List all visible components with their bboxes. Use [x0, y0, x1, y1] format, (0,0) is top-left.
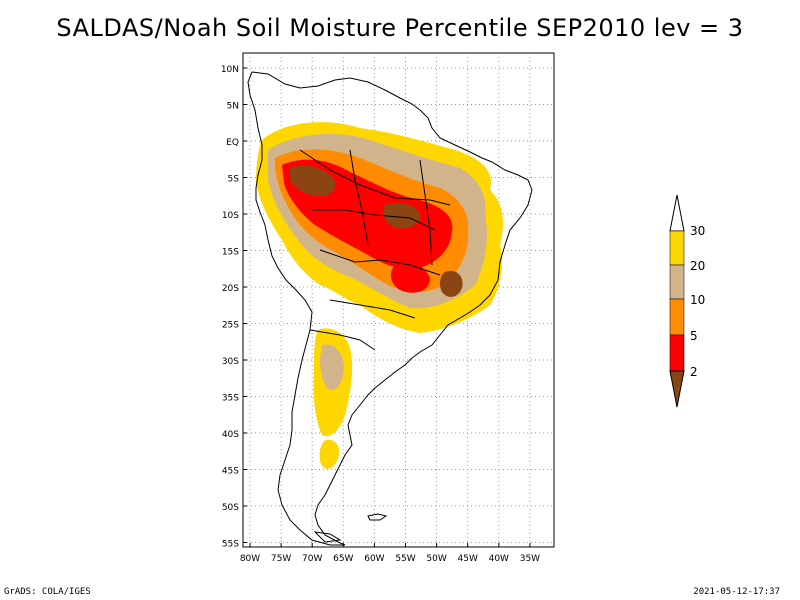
island-falklands [367, 513, 388, 521]
lon-label: 60W [364, 554, 384, 564]
shading-brown-3 [439, 270, 463, 297]
border-6 [349, 149, 369, 246]
lat-label: 25S [222, 321, 239, 331]
longitude-labels: 80W 75W 70W 65W 60W 55W 50W 45W 40W 35W [240, 554, 540, 564]
border-1 [299, 149, 451, 206]
lon-label: 45W [458, 554, 478, 564]
island-tierra [313, 531, 342, 543]
footer-timestamp: 2021-05-12-17:37 [693, 587, 780, 597]
shading-tan-south [320, 344, 344, 391]
legend-box-20-30 [669, 230, 685, 266]
lat-label: 5S [228, 175, 240, 185]
map-title: SALDAS/Noah Soil Moisture Percentile SEP… [56, 14, 744, 42]
percentile-shading [256, 122, 503, 469]
legend-label-2: 2 [690, 365, 698, 379]
border-7 [419, 159, 433, 266]
shading-brown [290, 165, 336, 196]
legend-label-5: 5 [690, 329, 698, 343]
legend-arrow-top [669, 194, 685, 232]
shading-red-2 [390, 263, 430, 293]
legend-label-20: 20 [690, 259, 705, 273]
legend-box-10-20 [669, 264, 685, 300]
lat-label: 20S [222, 284, 239, 294]
lat-label: 35S [222, 394, 239, 404]
legend-label-30: 30 [690, 224, 705, 238]
lat-label: EQ [226, 138, 239, 148]
border-4 [329, 299, 416, 319]
lat-label: 45S [222, 467, 239, 477]
border-5 [309, 329, 376, 351]
border-2 [312, 209, 436, 231]
legend-label-10: 10 [690, 293, 705, 307]
lon-label: 50W [426, 554, 446, 564]
coastlines [247, 71, 533, 546]
lon-label: 80W [240, 554, 260, 564]
lat-label: 5N [227, 102, 239, 112]
lon-label: 40W [489, 554, 509, 564]
lat-label: 30S [222, 357, 239, 367]
map-frame [242, 52, 555, 548]
lon-label: 75W [271, 554, 291, 564]
lat-label: 15S [222, 248, 239, 258]
legend-arrow-bottom [669, 370, 685, 408]
color-legend: 30 20 10 5 2 [669, 194, 705, 408]
lon-label: 35W [520, 554, 540, 564]
lat-label: 40S [222, 430, 239, 440]
legend-box-2-5 [669, 334, 685, 372]
shading-yellow-pat [319, 439, 340, 469]
footer-credit: GrADS: COLA/IGES [4, 587, 91, 597]
lat-label: 55S [222, 540, 239, 550]
continent-outline [247, 71, 533, 546]
shading-brown-2 [383, 202, 421, 229]
lat-label: 10S [222, 211, 239, 221]
lon-label: 55W [395, 554, 415, 564]
lat-label: 10N [221, 65, 239, 75]
lon-label: 70W [302, 554, 322, 564]
lon-label: 65W [333, 554, 353, 564]
border-3 [319, 249, 441, 276]
legend-box-5-10 [669, 298, 685, 336]
lat-label: 50S [222, 503, 239, 513]
latitude-labels: 10N 5N EQ 5S 10S 15S 20S 25S 30S 35S 40S 45S 50S 55S [221, 65, 239, 550]
